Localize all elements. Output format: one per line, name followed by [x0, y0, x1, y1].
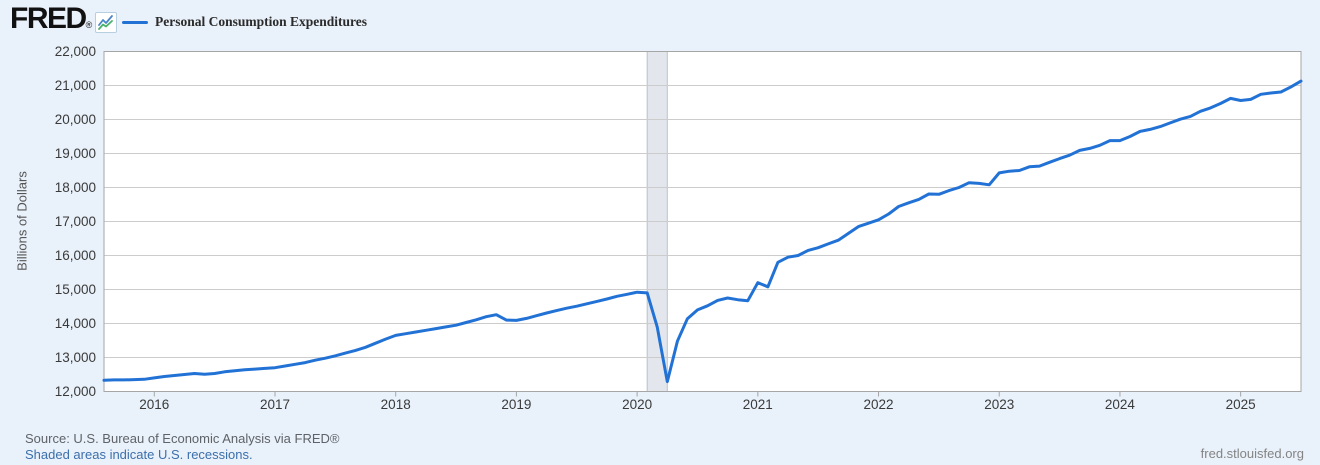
x-tick-label: 2016	[139, 397, 170, 412]
fred-logo[interactable]: FRED®	[10, 2, 92, 42]
x-tick-label: 2021	[742, 397, 773, 412]
legend[interactable]: Personal Consumption Expenditures	[122, 14, 367, 30]
y-tick-label: 15,000	[54, 281, 96, 297]
x-tick-label: 2025	[1225, 397, 1256, 412]
pce-series-line[interactable]	[102, 79, 1303, 384]
fred-sparkline-icon	[95, 12, 117, 33]
y-tick-label: 20,000	[54, 111, 96, 127]
x-tick-label: 2023	[984, 397, 1015, 412]
recession-note-link[interactable]: Shaded areas indicate U.S. recessions.	[25, 447, 253, 462]
x-tick-label: 2020	[622, 397, 653, 412]
y-tick-label: 17,000	[54, 213, 96, 229]
source-text: Source: U.S. Bureau of Economic Analysis…	[25, 431, 340, 446]
x-tick-label: 2019	[501, 397, 532, 412]
x-tick-label: 2018	[380, 397, 411, 412]
legend-line-swatch	[122, 20, 148, 24]
y-tick-label: 22,000	[54, 43, 96, 59]
plot-border	[103, 51, 1302, 392]
y-tick-label: 12,000	[54, 383, 96, 399]
x-tick-label: 2024	[1104, 397, 1135, 412]
legend-series-label: Personal Consumption Expenditures	[155, 14, 368, 29]
y-tick-label: 21,000	[54, 77, 96, 93]
x-tick-label: 2017	[259, 397, 291, 412]
fred-logo-text: FRED	[10, 2, 87, 35]
y-tick-label: 13,000	[54, 349, 96, 365]
registered-trademark: ®	[85, 20, 93, 30]
y-tick-label: 14,000	[54, 315, 96, 331]
y-tick-label: 16,000	[54, 247, 96, 263]
y-tick-label: 18,000	[54, 179, 96, 195]
y-tick-label: 19,000	[54, 145, 96, 161]
fred-site-link[interactable]: fred.stlouisfed.org	[1200, 446, 1304, 461]
x-tick-label: 2022	[863, 397, 894, 412]
